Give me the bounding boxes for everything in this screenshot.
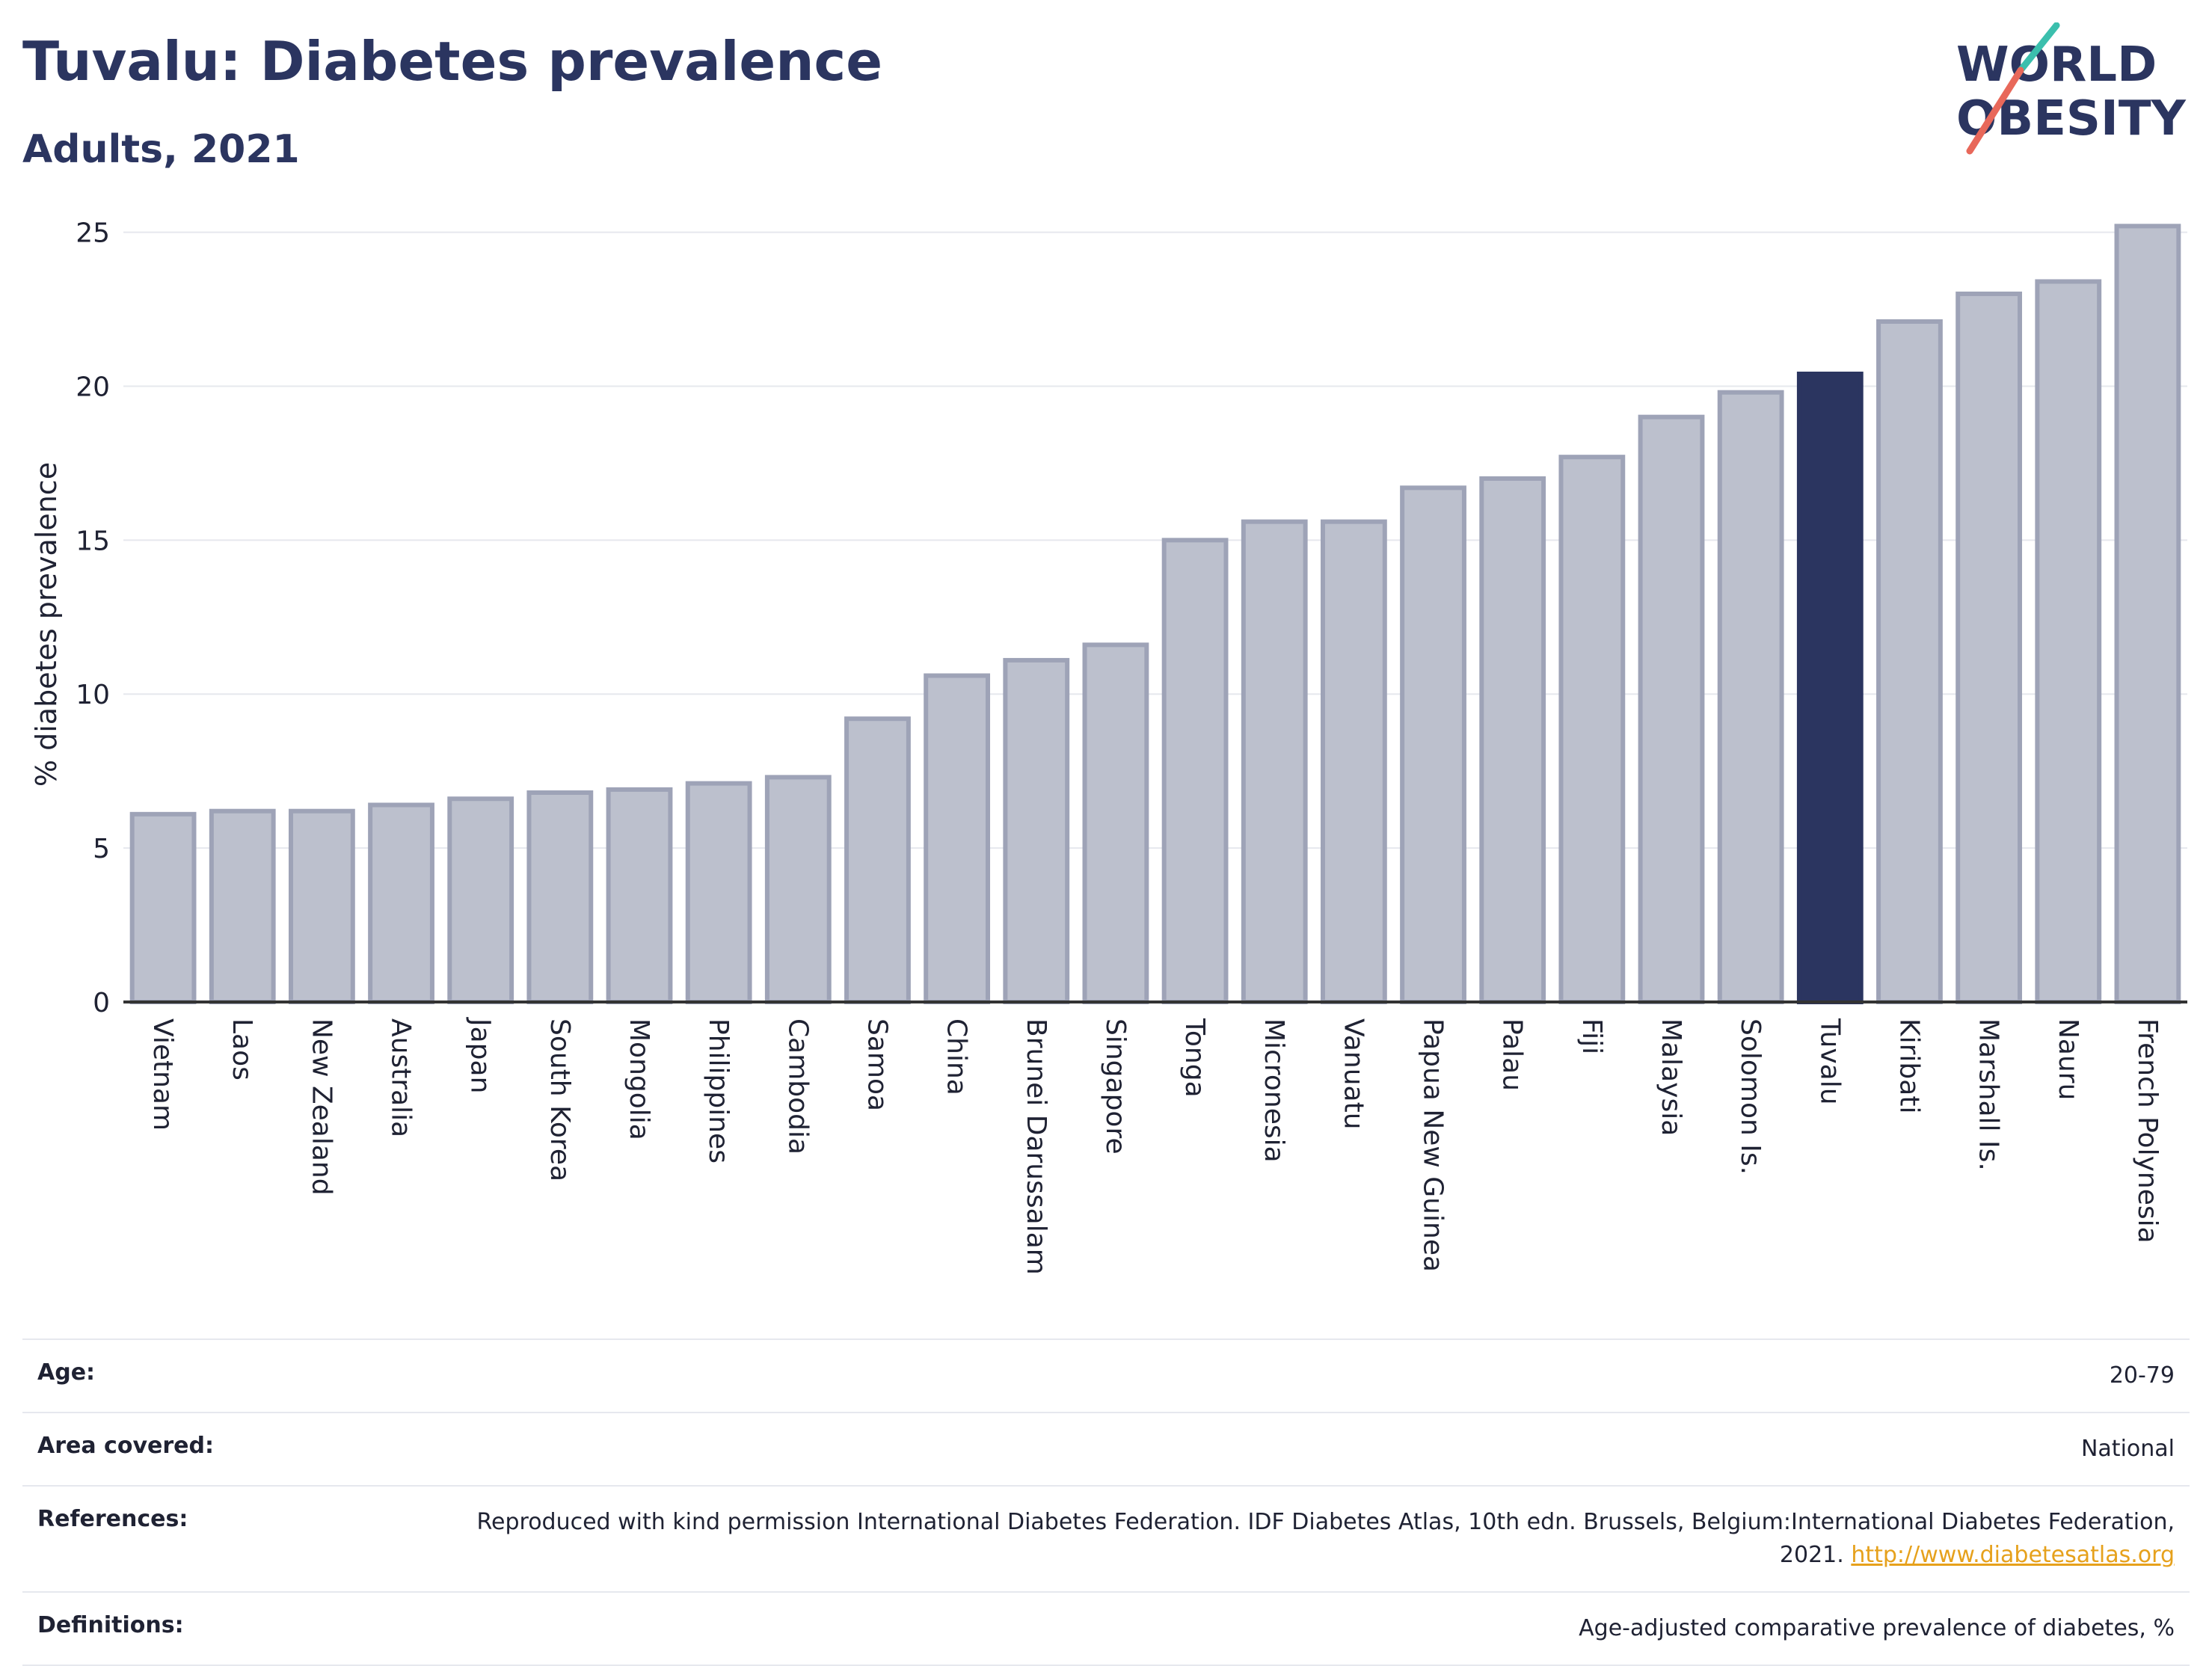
bars [129,224,2181,1005]
x-tick-label: Vanuatu [1338,1018,1368,1130]
info-table: Age: 20-79 Area covered: National Refere… [22,1338,2190,1666]
info-row-area: Area covered: National [22,1412,2190,1485]
bar-singapore [1082,642,1149,1005]
x-tick-label: China [941,1018,972,1095]
x-tick-label: Philippines [703,1018,734,1164]
axes: 0 5 10 15 20 25 Vietnam Laos New Zealand Australi… [76,218,2187,1275]
x-tick-label: Nauru [2053,1018,2083,1100]
x-tick-label: French Polynesia [2132,1018,2163,1244]
bar-cambodia [764,775,832,1004]
bar-micronesia [1241,519,1308,1005]
chart-subtitle: Adults, 2021 [22,127,300,172]
x-tick-label: Tonga [1179,1018,1210,1098]
bar-new-zealand [288,808,355,1004]
x-tick-label: Papua New Guinea [1418,1018,1448,1272]
bar-vanuatu [1320,519,1387,1005]
bar-nauru [2035,279,2102,1005]
references-label: References: [37,1506,188,1532]
x-tick-label: Japan [465,1017,496,1093]
x-tick-label: Singapore [1100,1018,1131,1155]
info-row-references: References: Reproduced with kind permiss… [22,1485,2190,1591]
x-tick-label: Marshall Is. [1973,1018,2004,1171]
y-tick-label: 15 [76,526,110,556]
references-text: Reproduced with kind permission Internat… [476,1509,2175,1568]
bar-kiribati [1876,319,1943,1004]
bar-french-polynesia [2114,224,2181,1005]
bar-south-korea [526,790,594,1004]
age-value: 20-79 [2109,1362,2175,1389]
bar-china [924,673,991,1004]
x-tick-label: Laos [227,1018,257,1081]
x-tick-label: Vietnam [147,1018,178,1131]
info-row-definitions: Definitions: Age-adjusted comparative pr… [22,1591,2190,1666]
x-tick-label: Micronesia [1259,1018,1289,1163]
area-label: Area covered: [37,1433,214,1459]
bar-tonga [1161,538,1229,1004]
bar-palau [1479,476,1546,1004]
y-tick-label: 5 [93,834,110,864]
logo-text-world: WORLD [1956,37,2157,93]
bar-malaysia [1638,414,1705,1005]
x-tick-label: South Korea [544,1018,575,1181]
bar-solomon-is [1717,390,1784,1004]
chart-title: Tuvalu: Diabetes prevalence [22,30,883,93]
logo-slash-teal [2017,22,2060,74]
x-tick-label: Solomon Is. [1735,1018,1766,1175]
x-tick-label: Malaysia [1656,1018,1686,1136]
bar-samoa [844,716,911,1004]
bar-brunei-darussalam [1003,657,1070,1004]
y-axis-label: % diabetes prevalence [30,462,63,787]
logo-slash-red [1966,67,2024,155]
x-tick-label: Australia [386,1018,417,1137]
bar-mongolia [606,787,673,1004]
x-tick-label: Brunei Darussalam [1021,1018,1051,1275]
x-tick-label: Samoa [861,1018,892,1111]
world-obesity-logo: WORLD OBESITY [1956,22,2186,155]
age-label: Age: [37,1359,96,1386]
x-tick-label: Fiji [1576,1018,1607,1054]
y-tick-label: 20 [76,372,110,402]
y-tick-label: 0 [93,988,110,1018]
info-row-age: Age: 20-79 [22,1338,2190,1412]
bar-vietnam [129,811,197,1005]
bar-marshall-is [1956,291,2023,1005]
bar-australia [368,802,434,1004]
x-tick-label: Palau [1497,1018,1528,1091]
bar-laos [209,808,276,1004]
bar-japan [447,796,514,1004]
references-value: Reproduced with kind permission Internat… [455,1506,2175,1572]
logo-text-obesity: OBESITY [1956,91,2186,147]
bar-fiji [1558,455,1626,1005]
area-value: National [2080,1436,2175,1462]
references-link[interactable]: http://www.diabetesatlas.org [1851,1542,2175,1568]
definitions-label: Definitions: [37,1612,184,1638]
bar-chart: 0 5 10 15 20 25 Vietnam Laos New Zealand Australi… [30,218,2187,1275]
x-tick-label: Cambodia [782,1018,813,1155]
bar-tuvalu [1796,372,1864,1004]
x-tick-label: Mongolia [624,1018,654,1140]
bar-papua-new-guinea [1400,485,1466,1004]
y-tick-label: 10 [76,680,110,710]
definitions-value: Age-adjusted comparative prevalence of d… [1579,1615,2175,1641]
bar-philippines [685,781,752,1004]
y-tick-label: 25 [76,218,110,249]
x-tick-label: Tuvalu [1814,1018,1845,1105]
x-tick-label: Kiribati [1893,1018,1924,1113]
x-tick-label: New Zealand [306,1018,337,1196]
